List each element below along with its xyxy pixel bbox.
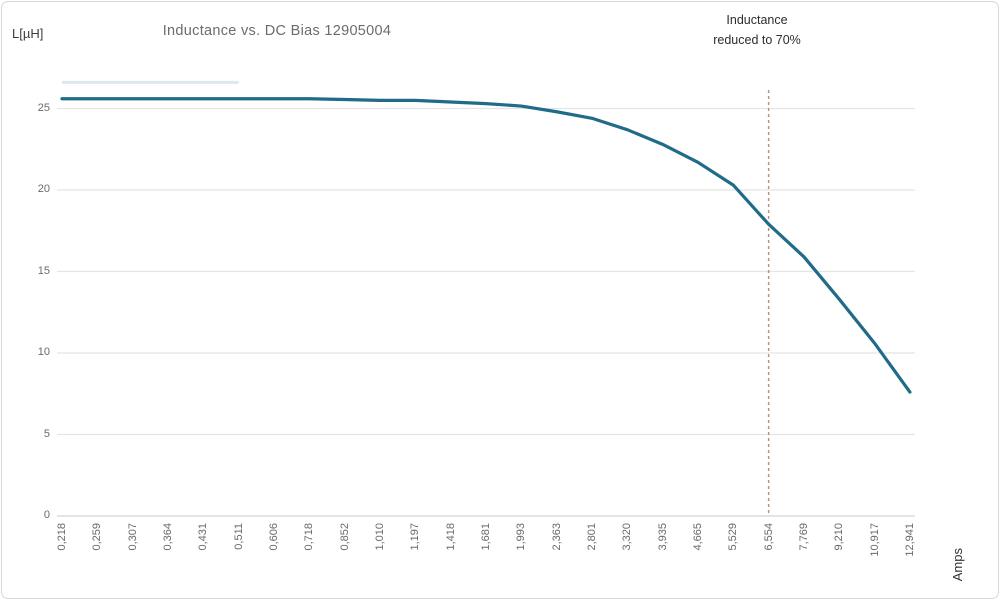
x-tick-label: 1,993 xyxy=(515,523,528,551)
x-tick-label: 3,320 xyxy=(621,523,634,551)
x-tick-label: 0,364 xyxy=(161,523,174,551)
x-tick-label: 5,529 xyxy=(727,523,740,551)
x-tick-label: 0,718 xyxy=(303,523,316,551)
x-tick-label: 1,681 xyxy=(479,523,492,551)
y-tick-label: 25 xyxy=(37,101,50,114)
y-tick-label: 0 xyxy=(43,509,50,521)
chart-title: Inductance vs. DC Bias 12905004 xyxy=(162,23,392,39)
y-tick-label: 5 xyxy=(43,427,50,440)
x-tick-label: 0,218 xyxy=(56,523,68,551)
x-tick-label: 2,801 xyxy=(585,523,598,551)
x-tick-label: 1,010 xyxy=(373,523,386,551)
y-axis-unit-label: L[µH] xyxy=(12,26,44,41)
x-tick-label: 0,511 xyxy=(232,523,245,550)
threshold-annotation-line1: Inductance xyxy=(726,13,788,27)
y-tick-label: 10 xyxy=(37,346,50,358)
x-tick-label: 6,554 xyxy=(762,523,775,551)
x-tick-label: 2,363 xyxy=(550,523,563,551)
y-tick-label: 15 xyxy=(37,264,50,277)
x-tick-label: 0,307 xyxy=(126,523,139,551)
x-tick-label: 12,941 xyxy=(903,523,916,557)
x-tick-label: 0,259 xyxy=(91,523,104,551)
x-axis-unit-label: Amps xyxy=(950,548,965,582)
x-tick-label: 1,197 xyxy=(409,523,422,551)
inductance-curve xyxy=(60,97,912,394)
x-tick-label: 10,917 xyxy=(868,523,881,557)
y-tick-label: 20 xyxy=(37,183,50,195)
threshold-annotation: Inductance reduced to 70% xyxy=(657,10,857,50)
threshold-annotation-line2: reduced to 70% xyxy=(713,33,801,47)
x-tick-label: 7,769 xyxy=(797,523,810,551)
x-tick-label: 0,431 xyxy=(197,523,210,551)
x-tick-label: 4,665 xyxy=(691,523,704,551)
x-tick-label: 9,210 xyxy=(833,523,846,551)
x-tick-label: 0,606 xyxy=(267,523,280,551)
x-tick-label: 3,935 xyxy=(656,523,669,551)
x-tick-label: 0,852 xyxy=(338,523,351,551)
x-tick-label: 1,418 xyxy=(444,523,457,551)
